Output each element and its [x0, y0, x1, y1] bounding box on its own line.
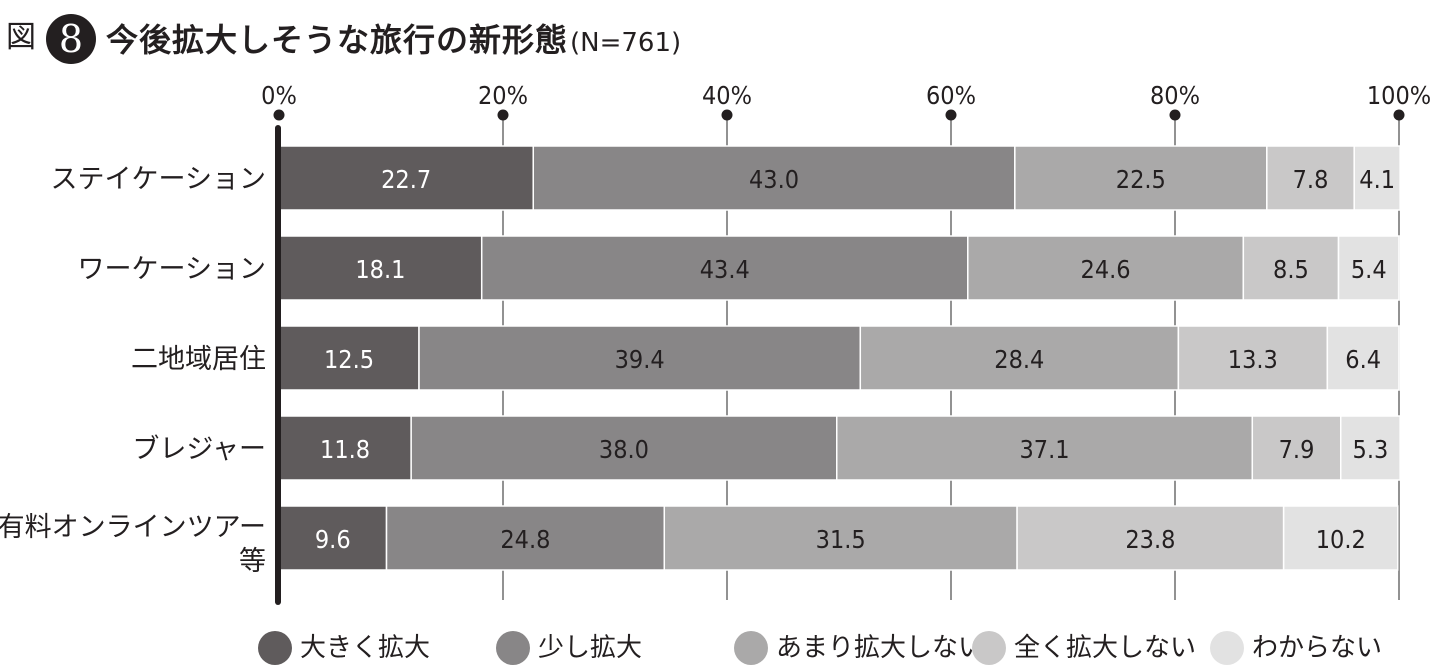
bar-segment: [859, 325, 1180, 391]
chart-legend: 大きく拡大 少し拡大 あまり拡大しない 全く拡大しない わからない: [258, 628, 1418, 668]
bar-segment: [967, 235, 1245, 301]
legend-label: 大きく拡大: [300, 633, 431, 663]
data-label: 9.6: [315, 525, 351, 554]
category-label: ステイケーション: [51, 164, 266, 195]
data-label: 31.5: [816, 525, 866, 554]
category-label: ワーケーション: [78, 254, 266, 285]
x-tick-label: 80%: [1150, 81, 1200, 110]
data-label: 22.5: [1116, 165, 1166, 194]
legend-label: あまり拡大しない: [776, 633, 985, 663]
data-label: 39.4: [615, 345, 665, 374]
data-label: 4.1: [1359, 165, 1395, 194]
bar-segment: [1326, 325, 1400, 391]
bar-segment: [1337, 235, 1400, 301]
data-label: 28.4: [994, 345, 1044, 374]
bar-segment: [663, 505, 1018, 571]
sample-size-note: (N=761): [570, 28, 682, 58]
data-label: 43.0: [749, 165, 799, 194]
category-label-continued: 等: [239, 546, 266, 577]
legend-swatch: [496, 631, 530, 665]
bar-segment: [1353, 145, 1401, 211]
tick-marker: [1393, 109, 1405, 121]
bar-segment: [1282, 505, 1399, 571]
x-tick-label: 40%: [702, 81, 752, 110]
category-label: 有料オンラインツアー: [0, 512, 266, 543]
data-label: 23.8: [1125, 525, 1175, 554]
data-label: 37.1: [1019, 435, 1069, 464]
stacked-bar-chart: 0% 20% 40% 60% 80% 100% ステイケーション 22.7 43.0 22.5 7.…: [0, 81, 1431, 605]
data-label: 18.1: [355, 255, 405, 284]
tick-marker: [1169, 109, 1181, 121]
chart-title-text: 今後拡大しそうな旅行の新形態: [106, 21, 569, 59]
bar-segment: [532, 145, 1016, 211]
data-label: 11.8: [320, 435, 370, 464]
legend-label: わからない: [1252, 633, 1383, 663]
data-label: 24.6: [1081, 255, 1131, 284]
legend-swatch: [1210, 631, 1244, 665]
x-tick-label: 20%: [478, 81, 528, 110]
tick-marker: [273, 109, 285, 121]
legend-label: 全く拡大しない: [1014, 633, 1197, 663]
legend-swatch: [972, 631, 1006, 665]
data-label: 38.0: [599, 435, 649, 464]
category-label: ブレジャー: [132, 434, 266, 465]
figure-number-badge: 8: [46, 14, 96, 64]
x-tick-label: 60%: [926, 81, 976, 110]
data-label: 13.3: [1228, 345, 1278, 374]
bar-segment: [278, 505, 388, 571]
bar-segment: [1340, 415, 1401, 481]
data-label: 12.5: [324, 345, 374, 374]
data-label: 7.9: [1279, 435, 1315, 464]
data-label: 43.4: [700, 255, 750, 284]
x-tick-label: 0%: [261, 81, 297, 110]
tick-marker: [497, 109, 509, 121]
tick-marker: [721, 109, 733, 121]
data-label: 5.4: [1351, 255, 1387, 284]
data-label: 8.5: [1273, 255, 1309, 284]
data-label: 10.2: [1316, 525, 1366, 554]
tick-marker: [945, 109, 957, 121]
bar-segment: [410, 415, 838, 481]
bar-segment: [385, 505, 666, 571]
bar-segment: [1177, 325, 1329, 391]
bar-segment: [836, 415, 1254, 481]
chart-title: 今後拡大しそうな旅行の新形態(N=761): [106, 20, 681, 63]
bar-segment: [418, 325, 862, 391]
data-label: 5.3: [1353, 435, 1389, 464]
x-tick-label: 100%: [1367, 81, 1431, 110]
data-label: 22.7: [381, 165, 431, 194]
category-label: 二地域居住: [131, 344, 266, 375]
legend-label: 少し拡大: [538, 633, 643, 663]
data-label: 6.4: [1345, 345, 1381, 374]
data-label: 24.8: [500, 525, 550, 554]
legend-swatch: [258, 631, 292, 665]
legend-swatch: [734, 631, 768, 665]
data-label: 7.8: [1293, 165, 1329, 194]
bar-segment: [1014, 145, 1268, 211]
bar-segment: [278, 415, 412, 481]
bar-segment: [278, 325, 420, 391]
bar-segment: [1251, 415, 1342, 481]
figure-prefix: 図: [6, 20, 36, 55]
